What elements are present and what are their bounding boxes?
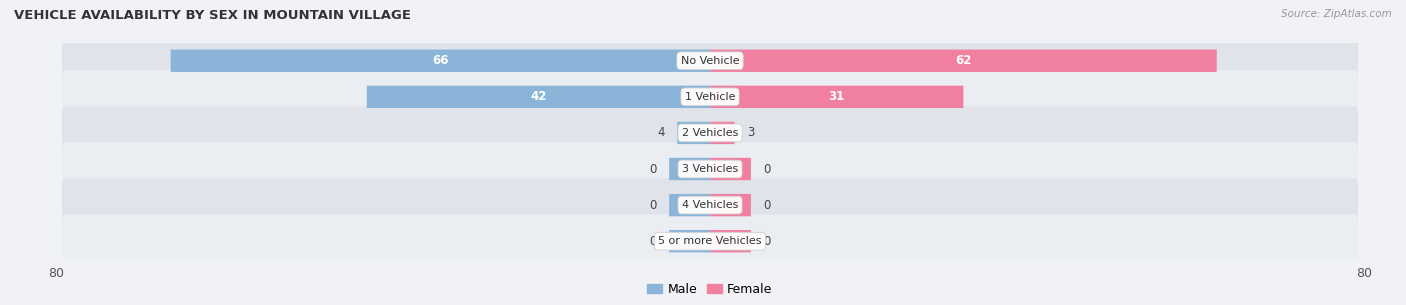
Text: Source: ZipAtlas.com: Source: ZipAtlas.com [1281, 9, 1392, 19]
FancyBboxPatch shape [669, 158, 710, 180]
Text: 31: 31 [828, 90, 845, 103]
FancyBboxPatch shape [62, 214, 1358, 268]
FancyBboxPatch shape [710, 194, 751, 216]
FancyBboxPatch shape [710, 122, 734, 144]
Text: 1 Vehicle: 1 Vehicle [685, 92, 735, 102]
Text: 0: 0 [650, 163, 657, 175]
Text: 4: 4 [658, 127, 665, 139]
Text: 4 Vehicles: 4 Vehicles [682, 200, 738, 210]
Text: 66: 66 [432, 54, 449, 67]
FancyBboxPatch shape [669, 194, 710, 216]
Text: 0: 0 [650, 235, 657, 248]
FancyBboxPatch shape [62, 142, 1358, 196]
Text: VEHICLE AVAILABILITY BY SEX IN MOUNTAIN VILLAGE: VEHICLE AVAILABILITY BY SEX IN MOUNTAIN … [14, 9, 411, 22]
FancyBboxPatch shape [678, 122, 710, 144]
FancyBboxPatch shape [710, 86, 963, 108]
Legend: Male, Female: Male, Female [643, 278, 778, 301]
FancyBboxPatch shape [710, 158, 751, 180]
Text: 3 Vehicles: 3 Vehicles [682, 164, 738, 174]
FancyBboxPatch shape [62, 70, 1358, 124]
Text: 3: 3 [747, 127, 754, 139]
FancyBboxPatch shape [62, 34, 1358, 88]
Text: 5 or more Vehicles: 5 or more Vehicles [658, 236, 762, 246]
FancyBboxPatch shape [367, 86, 710, 108]
Text: 62: 62 [955, 54, 972, 67]
Text: 42: 42 [530, 90, 547, 103]
FancyBboxPatch shape [710, 49, 1216, 72]
FancyBboxPatch shape [62, 106, 1358, 160]
Text: 2 Vehicles: 2 Vehicles [682, 128, 738, 138]
FancyBboxPatch shape [710, 230, 751, 253]
FancyBboxPatch shape [170, 49, 710, 72]
Text: 0: 0 [763, 163, 770, 175]
Text: No Vehicle: No Vehicle [681, 56, 740, 66]
Text: 0: 0 [763, 199, 770, 212]
FancyBboxPatch shape [62, 178, 1358, 232]
FancyBboxPatch shape [669, 230, 710, 253]
Text: 0: 0 [650, 199, 657, 212]
Text: 0: 0 [763, 235, 770, 248]
